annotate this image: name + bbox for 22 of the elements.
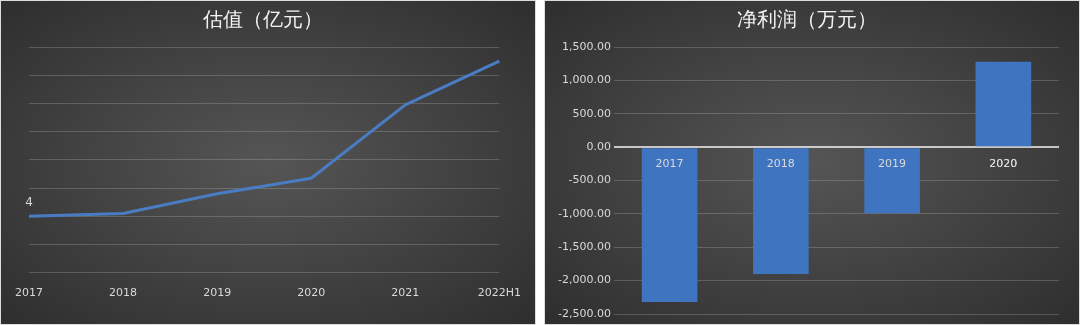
- y-tick-label: 0.00: [586, 139, 611, 153]
- chart-title: 净利润（万元）: [737, 7, 877, 32]
- y-tick-label: -1,500.00: [557, 240, 611, 254]
- x-tick-label: 2018: [109, 286, 138, 300]
- x-tick-label: 2020: [297, 286, 326, 300]
- y-tick-label: 1,000.00: [561, 73, 611, 87]
- x-tick-label: 2019: [203, 286, 232, 300]
- y-tick-label: -500.00: [568, 173, 611, 187]
- x-tick-label: 2021: [391, 286, 420, 300]
- x-tick-label: 2020: [989, 156, 1018, 170]
- x-tick-label: 2017: [15, 286, 43, 300]
- chart-title: 估值（亿元）: [202, 7, 323, 32]
- x-tick-label: 2018: [766, 156, 795, 170]
- x-tick-label: 2017: [655, 156, 684, 170]
- data-label: 4: [25, 195, 33, 210]
- y-tick-label: -1,000.00: [557, 206, 611, 220]
- y-tick-label: 500.00: [572, 106, 611, 120]
- y-tick-label: -2,500.00: [557, 306, 611, 320]
- y-tick-label: 1,500.00: [561, 39, 611, 53]
- x-tick-label: 2022H1: [477, 286, 521, 300]
- x-tick-label: 2019: [878, 156, 907, 170]
- y-tick-label: -2,000.00: [557, 273, 611, 287]
